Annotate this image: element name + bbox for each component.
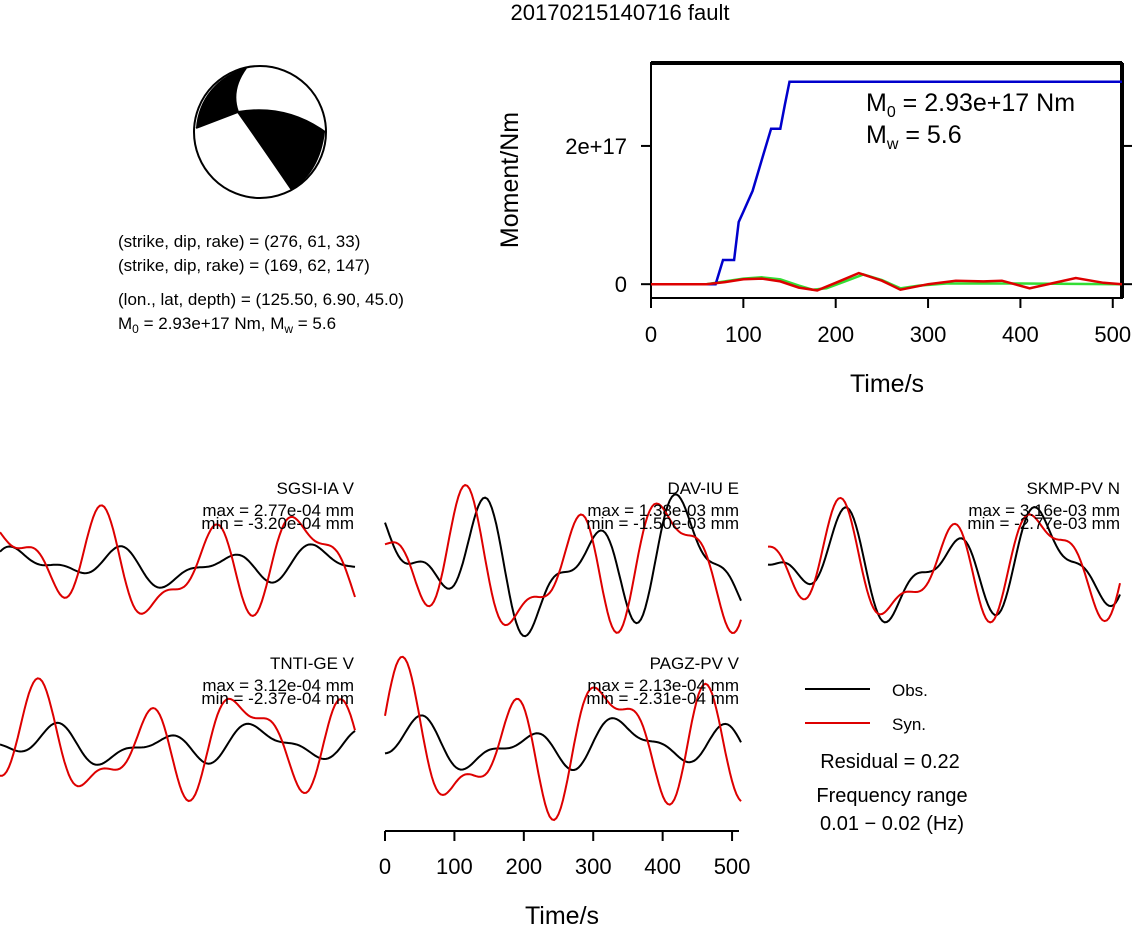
- moment-rate-red-line: [651, 271, 1123, 292]
- station-name: PAGZ-PV V: [650, 654, 740, 673]
- moment-xtick-label: 400: [1002, 322, 1039, 347]
- station-name: TNTI-GE V: [270, 654, 355, 673]
- waveform-xtick-label: 500: [714, 854, 751, 879]
- station-max: max = 1.38e-03 mm: [587, 501, 739, 520]
- waveform-xtick-label: 200: [505, 854, 542, 879]
- beachball-icon: [193, 65, 327, 199]
- moment-ytick-label: 0: [615, 272, 627, 297]
- synthetic-trace: [384, 655, 742, 822]
- moment-magnitude-line: M0 = 2.93e+17 Nm, Mw = 5.6: [118, 314, 336, 336]
- moment-series: [651, 80, 1123, 292]
- frequency-range-label: Frequency range: [816, 785, 967, 807]
- synthetic-trace: [384, 483, 742, 635]
- observed-trace: [384, 714, 742, 771]
- waveform-xtick-label: 0: [379, 854, 391, 879]
- moment-annotation-mw: Mw = 5.6: [866, 121, 962, 153]
- legend-syn-label: Syn.: [892, 715, 926, 734]
- hypocenter-location: (lon., lat, depth) = (125.50, 6.90, 45.0…: [118, 290, 404, 309]
- moment-ylabel: Moment/Nm: [496, 112, 524, 248]
- station-min: min = -2.77e-03 mm: [967, 514, 1120, 533]
- cumulative-moment-line: [651, 80, 1122, 286]
- moment-xlabel: Time/s: [850, 370, 924, 398]
- station-max: max = 3.16e-03 mm: [968, 501, 1120, 520]
- moment-ytick-label: 2e+17: [565, 134, 627, 159]
- moment-annotation-m0: M0 = 2.93e+17 Nm: [866, 89, 1075, 121]
- moment-xtick-label: 500: [1094, 322, 1131, 347]
- station-name: SGSI-IA V: [277, 479, 355, 498]
- figure-title: 20170215140716 fault: [511, 0, 730, 25]
- waveform-xlabel: Time/s: [525, 902, 599, 927]
- legend-obs-label: Obs.: [892, 681, 928, 700]
- station-name: SKMP-PV N: [1026, 479, 1120, 498]
- moment-axis-ticks: 0 100 200 300 400 500 0 2e+17: [565, 134, 1132, 347]
- observed-trace: [0, 543, 356, 589]
- moment-xtick-label: 0: [645, 322, 657, 347]
- observed-trace: [767, 506, 1121, 624]
- station-max: max = 3.12e-04 mm: [202, 676, 354, 695]
- moment-xtick-label: 200: [817, 322, 854, 347]
- mechanism-info: (strike, dip, rake) = (276, 61, 33) (str…: [118, 232, 404, 336]
- station-max: max = 2.77e-04 mm: [202, 501, 354, 520]
- nodal-plane-2: (strike, dip, rake) = (169, 62, 147): [118, 256, 370, 275]
- waveform-xtick-label: 100: [436, 854, 473, 879]
- legend: Obs. Syn. Residual = 0.22 Frequency rang…: [805, 681, 968, 835]
- synthetic-trace: [0, 504, 356, 617]
- residual-value: Residual = 0.22: [820, 751, 960, 773]
- waveform-time-axis: 0 100 200 300 400 500 Time/s: [379, 830, 751, 927]
- waveform-xtick-label: 300: [575, 854, 612, 879]
- synthetic-trace: [768, 496, 1121, 624]
- station-min: min = -2.37e-04 mm: [201, 689, 354, 708]
- station-max: max = 2.13e-04 mm: [587, 676, 739, 695]
- frequency-range-value: 0.01 − 0.02 (Hz): [820, 813, 964, 835]
- observed-trace: [384, 493, 742, 638]
- station-name: DAV-IU E: [668, 479, 739, 498]
- station-min: min = -3.20e-04 mm: [201, 514, 354, 533]
- nodal-plane-1: (strike, dip, rake) = (276, 61, 33): [118, 232, 360, 251]
- waveform-xtick-label: 400: [644, 854, 681, 879]
- station-min: min = -2.31e-04 mm: [586, 689, 739, 708]
- moment-xtick-label: 300: [910, 322, 947, 347]
- station-min: min = -1.50e-03 mm: [586, 514, 739, 533]
- observed-trace: [0, 721, 356, 766]
- synthetic-trace: [0, 677, 356, 803]
- moment-xtick-label: 100: [725, 322, 762, 347]
